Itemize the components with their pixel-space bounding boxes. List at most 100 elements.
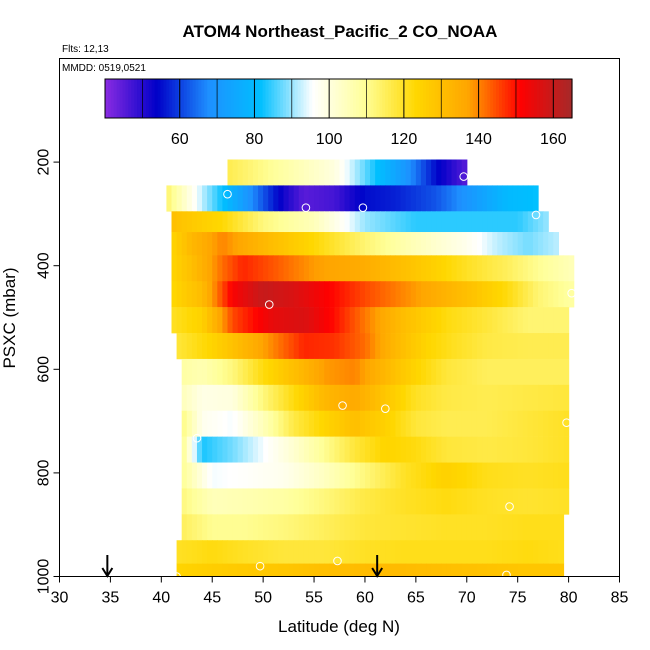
heatmap-cell bbox=[359, 333, 366, 360]
heatmap-cell bbox=[232, 255, 239, 282]
heatmap-cell bbox=[181, 563, 188, 577]
heatmap-cell bbox=[395, 563, 402, 577]
heatmap-cell bbox=[329, 159, 336, 186]
colorbar-swatch bbox=[408, 79, 413, 118]
heatmap-cell bbox=[553, 410, 560, 437]
heatmap-cell bbox=[217, 514, 224, 541]
heatmap-cell bbox=[252, 211, 259, 233]
colorbar-swatch bbox=[250, 79, 255, 118]
heatmap-cell bbox=[186, 384, 193, 412]
heatmap-cell bbox=[186, 462, 193, 489]
heatmap-cell bbox=[466, 540, 473, 564]
heatmap-cell bbox=[217, 540, 224, 564]
sample-point bbox=[531, 210, 541, 220]
heatmap-cell bbox=[293, 159, 300, 186]
heatmap-cell bbox=[349, 410, 356, 437]
heatmap-cell bbox=[227, 540, 234, 564]
heatmap-cell bbox=[410, 281, 417, 308]
heatmap-cell bbox=[181, 185, 188, 212]
heatmap-cell bbox=[558, 307, 565, 334]
heatmap-cell bbox=[415, 436, 422, 463]
heatmap-cell bbox=[466, 185, 473, 212]
heatmap-cell bbox=[283, 307, 290, 334]
heatmap-cell bbox=[370, 358, 376, 386]
heatmap-cell bbox=[237, 410, 244, 437]
heatmap-cell bbox=[207, 333, 213, 360]
heatmap-cell bbox=[558, 462, 565, 489]
heatmap-cell bbox=[268, 540, 274, 564]
colorbar-swatch bbox=[402, 79, 407, 118]
heatmap-cell bbox=[441, 211, 448, 233]
heatmap-cell bbox=[288, 232, 295, 256]
colorbar-swatch bbox=[256, 79, 261, 118]
heatmap-cell bbox=[258, 462, 264, 489]
heatmap-cell bbox=[522, 281, 529, 308]
colorbar-swatch bbox=[528, 79, 532, 118]
heatmap-cell bbox=[512, 514, 519, 541]
heatmap-cell bbox=[538, 333, 544, 360]
heatmap-cell bbox=[512, 232, 519, 256]
heatmap-cell bbox=[222, 540, 229, 564]
heatmap-cell bbox=[324, 333, 330, 360]
heatmap-cell bbox=[283, 488, 290, 515]
colorbar-swatch bbox=[504, 79, 509, 118]
heatmap-cell bbox=[466, 358, 473, 386]
heatmap-cell bbox=[482, 211, 488, 233]
heatmap-cell bbox=[527, 255, 534, 282]
heatmap-cell bbox=[339, 410, 346, 437]
heatmap-cell bbox=[456, 488, 463, 515]
colorbar-swatch bbox=[128, 79, 132, 118]
heatmap-cells bbox=[166, 159, 575, 577]
colorbar-swatch bbox=[166, 79, 170, 118]
heatmap-cell bbox=[191, 462, 198, 489]
colorbar-swatch bbox=[239, 79, 243, 118]
colorbar-swatch bbox=[142, 79, 147, 118]
colorbar-swatch bbox=[347, 79, 351, 118]
heatmap-cell bbox=[492, 462, 498, 489]
heatmap-cell bbox=[466, 384, 473, 412]
heatmap-cell bbox=[390, 358, 397, 386]
heatmap-cell bbox=[364, 159, 371, 186]
heatmap-cell bbox=[420, 384, 427, 412]
heatmap-cell bbox=[476, 281, 483, 308]
heatmap-cell bbox=[517, 462, 524, 489]
heatmap-cell bbox=[298, 333, 305, 360]
heatmap-cell bbox=[232, 232, 239, 256]
heatmap-cell bbox=[497, 333, 504, 360]
heatmap-cell bbox=[202, 185, 208, 212]
heatmap-cell bbox=[410, 410, 417, 437]
heatmap-cell bbox=[268, 307, 274, 334]
heatmap-cell bbox=[334, 307, 341, 334]
heatmap-cell bbox=[176, 333, 183, 360]
heatmap-cell bbox=[324, 232, 330, 256]
heatmap-cell bbox=[497, 384, 504, 412]
colorbar-swatch bbox=[192, 79, 197, 118]
heatmap-cell bbox=[247, 185, 254, 212]
heatmap-cell bbox=[426, 436, 432, 463]
heatmap-cell bbox=[497, 436, 504, 463]
heatmap-cell bbox=[492, 540, 498, 564]
heatmap-cell bbox=[308, 462, 315, 489]
heatmap-cell bbox=[217, 211, 224, 233]
colorbar-swatch bbox=[253, 79, 258, 118]
heatmap-cell bbox=[441, 540, 448, 564]
heatmap-cell bbox=[237, 436, 244, 463]
heatmap-cell bbox=[461, 358, 468, 386]
heatmap-cell bbox=[400, 281, 407, 308]
heatmap-cell bbox=[364, 358, 371, 386]
heatmap-cell bbox=[207, 232, 213, 256]
heatmap-cell bbox=[405, 488, 412, 515]
heatmap-cell bbox=[532, 436, 539, 463]
heatmap-cell bbox=[196, 185, 203, 212]
heatmap-cell bbox=[512, 488, 519, 515]
heatmap-cell bbox=[507, 255, 514, 282]
heatmap-cell bbox=[202, 563, 208, 577]
heatmap-cell bbox=[400, 159, 407, 186]
heatmap-cell bbox=[497, 281, 504, 308]
heatmap-cell bbox=[370, 281, 376, 308]
heatmap-cell bbox=[456, 185, 463, 212]
heatmap-cell bbox=[252, 514, 259, 541]
heatmap-cell bbox=[431, 488, 437, 515]
colorbar-swatch bbox=[501, 79, 506, 118]
